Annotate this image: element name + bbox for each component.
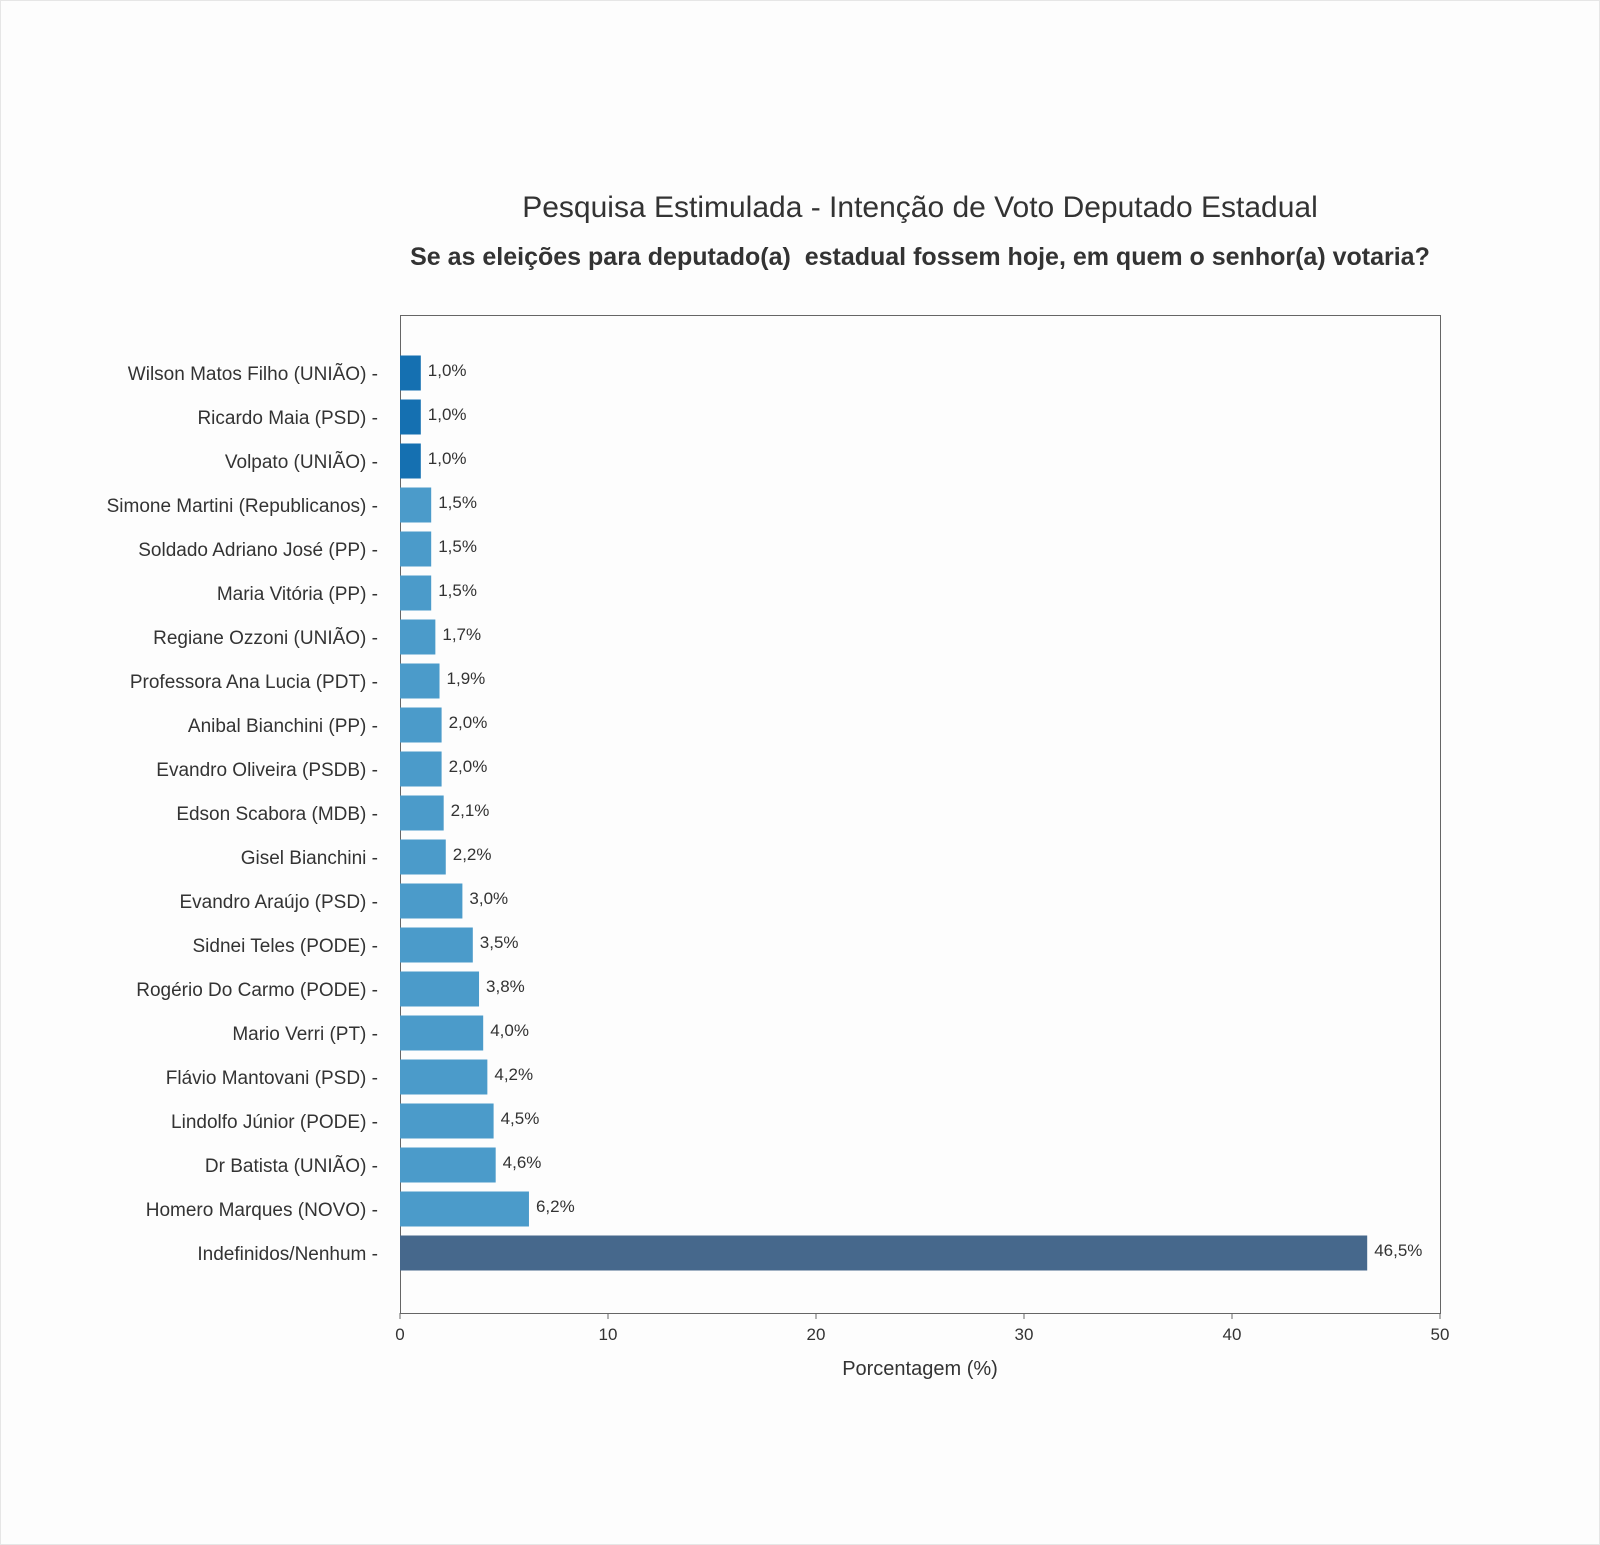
category-label: Dr Batista (UNIÃO) - [205, 1155, 378, 1177]
category-label: Edson Scabora (MDB) - [176, 804, 378, 825]
category-label: Ricardo Maia (PSD) - [197, 408, 378, 429]
category-labels-layer: Wilson Matos Filho (UNIÃO) - Ricardo Maia… [107, 363, 378, 1265]
category-label: Lindolfo Júnior (PODE) - [171, 1112, 378, 1133]
category-label: Homero Marques (NOVO) - [146, 1200, 378, 1221]
x-tick-label: 0 [395, 1325, 404, 1344]
category-label: Evandro Oliveira (PSDB) - [156, 760, 378, 781]
bar [400, 883, 463, 919]
data-label: 1,7% [442, 625, 481, 644]
bar [400, 751, 442, 787]
category-label: Indefinidos/Nenhum - [197, 1244, 378, 1265]
bar [400, 487, 432, 523]
data-label: 1,5% [438, 581, 477, 600]
data-label: 1,9% [447, 669, 486, 688]
x-axis-title: Porcentagem (%) [842, 1358, 998, 1380]
bar [400, 443, 421, 479]
x-tick-label: 30 [1015, 1325, 1034, 1344]
category-label: Wilson Matos Filho (UNIÃO) - [128, 363, 378, 385]
bar [400, 927, 473, 963]
data-label: 46,5% [1374, 1241, 1422, 1260]
bar [400, 399, 421, 435]
data-label: 1,5% [438, 493, 477, 512]
data-label: 1,0% [428, 449, 467, 468]
bar [400, 1147, 496, 1183]
plot-area-frame [400, 315, 1441, 1314]
category-label: Sidnei Teles (PODE) - [193, 936, 379, 957]
bar [400, 971, 480, 1007]
category-label: Soldado Adriano José (PP) - [138, 540, 378, 561]
data-label: 2,1% [451, 801, 490, 820]
category-label: Regiane Ozzoni (UNIÃO) - [153, 627, 378, 649]
category-label: Evandro Araújo (PSD) - [179, 892, 378, 913]
data-label: 3,0% [469, 889, 508, 908]
data-label: 6,2% [536, 1197, 575, 1216]
bar [400, 1015, 484, 1051]
category-label: Maria Vitória (PP) - [217, 584, 378, 605]
x-tick-label: 50 [1431, 1325, 1450, 1344]
bar [400, 839, 446, 875]
bar [400, 663, 440, 699]
data-label: 3,5% [480, 933, 519, 952]
data-label: 2,0% [449, 757, 488, 776]
bar [400, 575, 432, 611]
data-label: 4,6% [503, 1153, 542, 1172]
data-label: 1,5% [438, 537, 477, 556]
category-label: Anibal Bianchini (PP) - [188, 716, 378, 737]
category-label: Flávio Mantovani (PSD) - [166, 1068, 378, 1089]
category-label: Volpato (UNIÃO) - [225, 451, 378, 473]
bar [400, 1103, 494, 1139]
data-label: 4,5% [501, 1109, 540, 1128]
category-label: Simone Martini (Republicanos) - [107, 496, 378, 517]
x-axis-ticks-layer: 0 10 20 30 40 50 [395, 1313, 1449, 1344]
bar [400, 355, 421, 391]
bars-layer [400, 355, 1368, 1271]
x-tick-label: 20 [807, 1325, 826, 1344]
data-label: 1,0% [428, 361, 467, 380]
chart-subtitle: Se as eleições para deputado(a) estadual… [410, 243, 1430, 271]
bar [400, 619, 436, 655]
bar [400, 707, 442, 743]
data-labels-layer: 1,0% 1,0% 1,0% 1,5% 1,5% 1,5% 1,7% 1,9% 2,0% 2,0%… [428, 361, 1423, 1260]
bar [400, 1235, 1368, 1271]
bar [400, 1191, 529, 1227]
bar [400, 1059, 488, 1095]
x-tick-label: 10 [599, 1325, 618, 1344]
data-label: 1,0% [428, 405, 467, 424]
category-label: Mario Verri (PT) - [232, 1024, 378, 1045]
chart-title: Pesquisa Estimulada - Intenção de Voto D… [522, 191, 1318, 224]
category-label: Gisel Bianchini - [241, 848, 378, 869]
data-label: 4,0% [490, 1021, 529, 1040]
data-label: 2,2% [453, 845, 492, 864]
category-label: Professora Ana Lucia (PDT) - [130, 672, 378, 693]
data-label: 2,0% [449, 713, 488, 732]
bar [400, 795, 444, 831]
x-tick-label: 40 [1223, 1325, 1242, 1344]
data-label: 4,2% [494, 1065, 533, 1084]
bar [400, 531, 432, 567]
data-label: 3,8% [486, 977, 525, 996]
category-label: Rogério Do Carmo (PODE) - [136, 980, 378, 1001]
